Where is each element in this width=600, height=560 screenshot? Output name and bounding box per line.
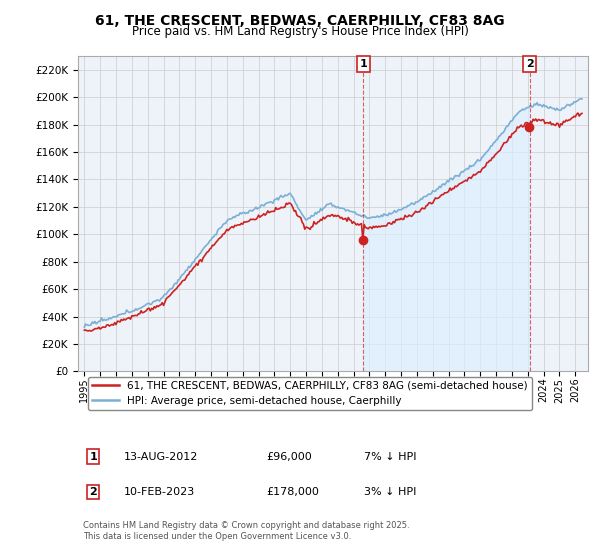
Text: 3% ↓ HPI: 3% ↓ HPI — [364, 487, 416, 497]
Text: 2: 2 — [526, 59, 533, 69]
Text: Contains HM Land Registry data © Crown copyright and database right 2025.
This d: Contains HM Land Registry data © Crown c… — [83, 521, 410, 541]
Text: 13-AUG-2012: 13-AUG-2012 — [124, 451, 198, 461]
Text: 2: 2 — [89, 487, 97, 497]
Text: 1: 1 — [89, 451, 97, 461]
Text: 61, THE CRESCENT, BEDWAS, CAERPHILLY, CF83 8AG: 61, THE CRESCENT, BEDWAS, CAERPHILLY, CF… — [95, 14, 505, 28]
Text: £96,000: £96,000 — [266, 451, 313, 461]
Text: 10-FEB-2023: 10-FEB-2023 — [124, 487, 195, 497]
Legend: 61, THE CRESCENT, BEDWAS, CAERPHILLY, CF83 8AG (semi-detached house), HPI: Avera: 61, THE CRESCENT, BEDWAS, CAERPHILLY, CF… — [88, 377, 532, 410]
Text: Price paid vs. HM Land Registry's House Price Index (HPI): Price paid vs. HM Land Registry's House … — [131, 25, 469, 38]
Text: £178,000: £178,000 — [266, 487, 320, 497]
Text: 1: 1 — [359, 59, 367, 69]
Text: 7% ↓ HPI: 7% ↓ HPI — [364, 451, 416, 461]
